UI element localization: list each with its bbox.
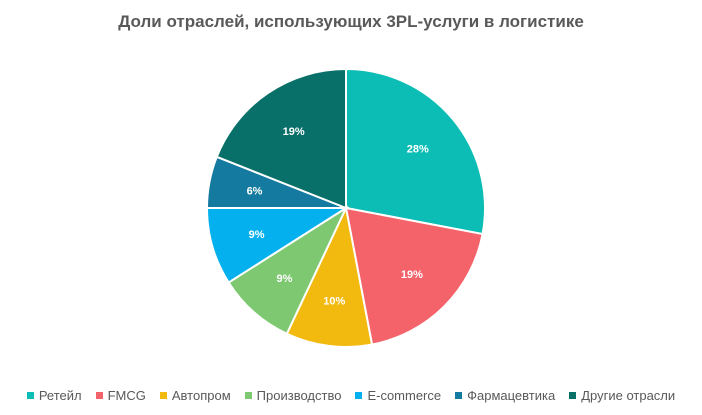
legend-swatch-6 [569, 392, 577, 399]
legend-item-5: Фармацевтика [455, 388, 555, 403]
legend-item-1: FMCG [95, 388, 146, 403]
pie-slice-0 [345, 67, 486, 236]
pie-slice-3 [227, 205, 349, 336]
legend-label-6: Другие отрасли [581, 388, 676, 403]
slice-label-6: 19% [283, 126, 305, 138]
legend-item-2: Автопром [159, 388, 231, 403]
legend-swatch-3 [244, 392, 252, 399]
legend-item-6: Другие отрасли [569, 388, 675, 403]
legend-swatch-2 [159, 392, 167, 399]
pie-slice-2 [285, 204, 374, 348]
legend-swatch-0 [26, 392, 34, 399]
slice-label-2: 10% [323, 295, 345, 307]
chart-title: Доли отраслей, использующих 3PL-услуги в… [118, 12, 584, 31]
slice-label-0: 28% [407, 144, 429, 156]
legend-label-3: Производство [256, 388, 342, 403]
legend-swatch-4 [355, 392, 363, 399]
pie-slice-4 [205, 207, 350, 284]
legend-label-5: Фармацевтика [467, 388, 556, 403]
pie-slice-6 [215, 67, 347, 210]
pie-slice-1 [344, 206, 484, 346]
chart-legend: Ретейл FMCG Автопром Производство E-commerce… [0, 388, 702, 403]
legend-swatch-5 [455, 392, 463, 399]
slice-label-3: 9% [276, 273, 292, 285]
slice-label-4: 9% [249, 229, 265, 241]
legend-label-1: FMCG [107, 388, 146, 403]
pie-chart: 28% 19% 10% 9% 9% 6% 19% [205, 67, 486, 348]
slice-label-5: 6% [247, 186, 263, 198]
legend-item-3: Производство [244, 388, 342, 403]
legend-item-4: E-commerce [355, 388, 441, 403]
legend-item-0: Ретейл [26, 388, 82, 403]
legend-label-2: Автопром [171, 388, 231, 403]
legend-swatch-1 [95, 392, 103, 399]
slice-label-1: 19% [401, 269, 423, 281]
legend-label-4: E-commerce [367, 388, 442, 403]
legend-label-0: Ретейл [38, 388, 82, 403]
